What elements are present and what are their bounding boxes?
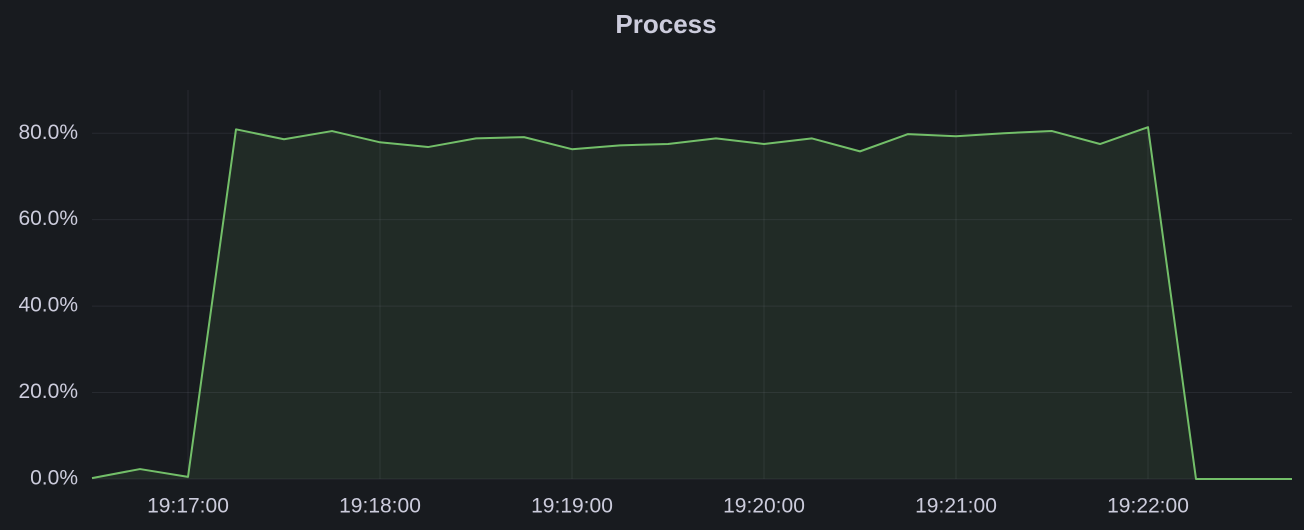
y-tick-label: 60.0% [18, 207, 78, 230]
y-tick-label: 40.0% [18, 294, 78, 317]
x-tick-label: 19:19:00 [531, 495, 613, 518]
x-tick-label: 19:17:00 [147, 495, 229, 518]
y-tick-label: 20.0% [18, 380, 78, 403]
x-tick-label: 19:18:00 [339, 495, 421, 518]
x-tick-label: 19:20:00 [723, 495, 805, 518]
line [91, 126, 1292, 480]
area-fill [92, 127, 1292, 479]
x-tick-label: 19:21:00 [915, 495, 997, 518]
chart-title: Process [615, 9, 716, 39]
x-tick-label: 19:22:00 [1107, 495, 1189, 518]
y-tick-label: 80.0% [18, 121, 78, 144]
y-tick-label: 0.0% [30, 467, 78, 490]
